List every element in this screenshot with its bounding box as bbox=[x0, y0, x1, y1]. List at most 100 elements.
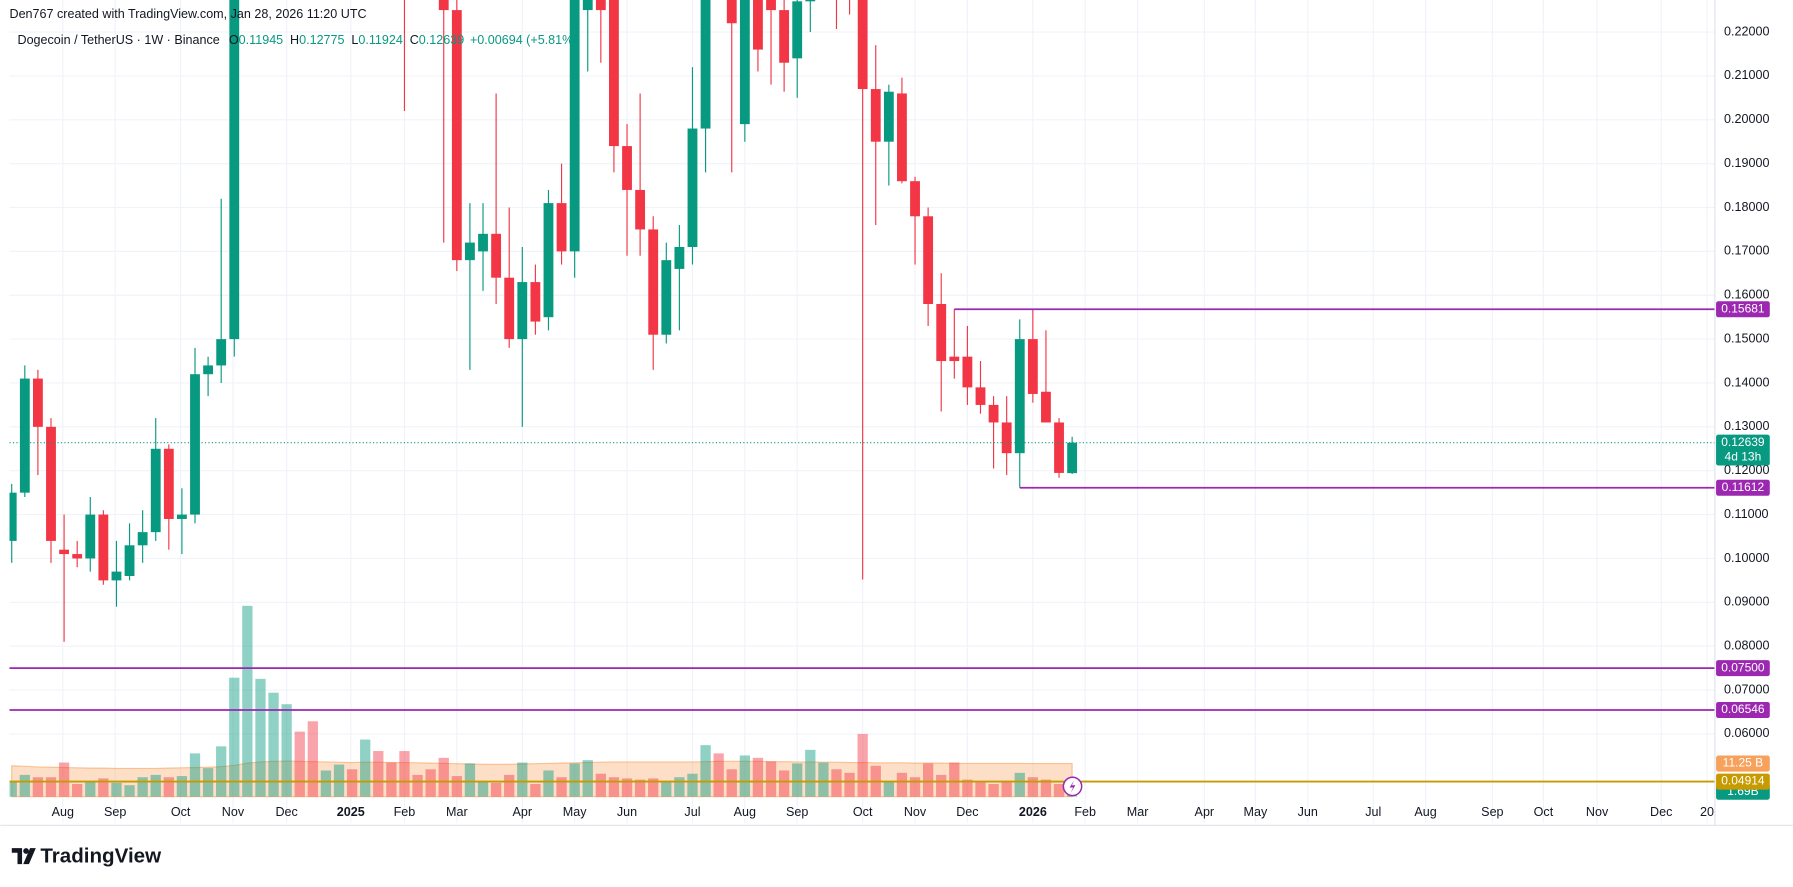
volume-bar bbox=[661, 780, 672, 797]
volume-bar bbox=[477, 780, 489, 797]
logo-dot bbox=[23, 848, 29, 854]
volume-bar bbox=[438, 757, 449, 797]
volume-bar bbox=[111, 782, 122, 797]
volume-bar bbox=[844, 772, 855, 797]
volume-bar bbox=[818, 762, 829, 797]
volume-bar bbox=[229, 677, 240, 797]
candle-body bbox=[975, 387, 986, 405]
x-tick-label: Mar bbox=[1127, 805, 1149, 819]
candle-body bbox=[910, 181, 920, 217]
candle-body bbox=[19, 378, 30, 493]
legend-value: 0.11924 bbox=[358, 33, 402, 47]
volume-bar bbox=[687, 773, 698, 797]
candle-body bbox=[543, 203, 554, 318]
volume-bar bbox=[765, 761, 777, 797]
candle-body bbox=[739, 0, 750, 125]
volume-bar bbox=[530, 784, 541, 797]
volume-bar bbox=[504, 774, 515, 797]
volume-bar bbox=[569, 763, 580, 797]
candle-body bbox=[1001, 422, 1012, 454]
candle-body bbox=[451, 10, 462, 261]
candle-body bbox=[622, 146, 632, 190]
volume-bar bbox=[307, 721, 318, 797]
x-tick-label: Apr bbox=[513, 805, 533, 819]
x-tick-label: Jul bbox=[1365, 805, 1381, 819]
candle-body bbox=[124, 545, 135, 577]
candle-body bbox=[85, 514, 96, 559]
volume-bar bbox=[988, 784, 999, 797]
y-tick-label: 0.22000 bbox=[1724, 24, 1769, 38]
volume-bar bbox=[216, 746, 227, 797]
volume-ma-label-box bbox=[1716, 755, 1770, 772]
y-tick-label: 0.21000 bbox=[1724, 68, 1769, 82]
x-tick-label: Dec bbox=[275, 805, 297, 819]
volume-bar bbox=[778, 770, 790, 797]
volume-bar bbox=[399, 751, 410, 797]
volume-bar bbox=[255, 678, 266, 797]
candle-body bbox=[779, 10, 790, 63]
x-tick-label: Aug bbox=[734, 805, 756, 819]
x-tick-label: Jul bbox=[684, 805, 700, 819]
volume-bar bbox=[648, 778, 659, 797]
y-tick-label: 0.15000 bbox=[1724, 331, 1769, 345]
volume-bar bbox=[543, 770, 554, 797]
y-tick-label: 0.16000 bbox=[1724, 288, 1769, 302]
volume-bar bbox=[975, 781, 986, 797]
y-tick-label: 0.18000 bbox=[1724, 200, 1769, 214]
volume-bar bbox=[634, 779, 646, 797]
y-tick-label: 0.13000 bbox=[1724, 419, 1769, 433]
candle-body bbox=[478, 233, 488, 252]
volume-bar bbox=[517, 762, 528, 797]
volume-bar bbox=[896, 772, 908, 797]
level-label-box bbox=[1716, 301, 1770, 318]
volume-bar bbox=[9, 780, 17, 797]
candle-body bbox=[504, 277, 515, 340]
volume-bar bbox=[674, 777, 685, 797]
levels bbox=[9, 308, 1715, 783]
symbol: Dogecoin / TetherUS · 1W · Binance bbox=[18, 33, 220, 47]
volume-bar bbox=[98, 778, 109, 797]
volume-bar bbox=[936, 774, 947, 797]
candle-body bbox=[150, 448, 161, 533]
volume-bar bbox=[556, 777, 567, 797]
legend: Dogecoin / TetherUS · 1W · Binance O0.119… bbox=[18, 33, 578, 47]
candle-body bbox=[72, 554, 83, 559]
candle-body bbox=[438, 0, 449, 11]
x-tick-label: Nov bbox=[904, 805, 927, 819]
candle-body bbox=[111, 571, 122, 581]
candle-body bbox=[648, 229, 659, 335]
volume-bar bbox=[700, 745, 711, 797]
level-label: 0.06546 bbox=[1721, 702, 1765, 716]
y-tick-label: 0.07000 bbox=[1724, 682, 1769, 696]
x-tick-label: Jun bbox=[1298, 805, 1318, 819]
candle-body bbox=[1054, 422, 1064, 473]
brand: TradingView bbox=[40, 845, 162, 868]
legend-label: L bbox=[351, 33, 358, 47]
candle-body bbox=[609, 0, 619, 147]
candle-body bbox=[582, 0, 593, 11]
candle-body bbox=[883, 91, 894, 142]
candle-body bbox=[870, 89, 881, 142]
volume-bar bbox=[320, 770, 332, 797]
volume-bar bbox=[333, 764, 345, 797]
y-tick-label: 0.17000 bbox=[1724, 244, 1769, 258]
candle-body bbox=[923, 216, 934, 305]
level-label: 0.11612 bbox=[1722, 480, 1765, 494]
level-label: 0.15681 bbox=[1721, 301, 1765, 315]
volume-bar bbox=[32, 777, 44, 797]
candle-body bbox=[190, 374, 200, 515]
volume-bar bbox=[281, 704, 292, 797]
volume-bar bbox=[360, 739, 371, 797]
volume-bar bbox=[805, 749, 816, 797]
level-label: 0.04914 bbox=[1721, 774, 1765, 788]
candle-body bbox=[674, 246, 685, 269]
volume-bar bbox=[739, 755, 750, 797]
volume-bar bbox=[425, 769, 436, 797]
candle-body bbox=[792, 1, 803, 59]
credit: Den767 created with TradingView.com, Jan… bbox=[9, 7, 366, 21]
volume-bar bbox=[268, 692, 279, 797]
candle-body bbox=[176, 514, 187, 519]
logo-mark bbox=[23, 848, 36, 865]
